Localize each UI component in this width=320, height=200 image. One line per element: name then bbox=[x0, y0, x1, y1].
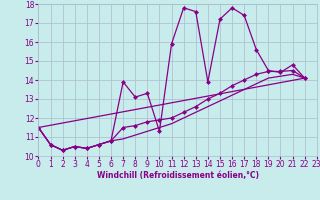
X-axis label: Windchill (Refroidissement éolien,°C): Windchill (Refroidissement éolien,°C) bbox=[97, 171, 259, 180]
